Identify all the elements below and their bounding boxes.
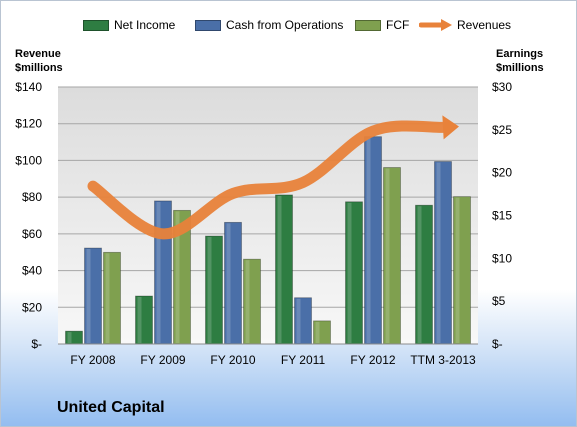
- bars: [65, 136, 471, 345]
- left-tick-label: $60: [22, 227, 42, 241]
- bar-highlight: [207, 237, 212, 343]
- bar-highlight: [417, 206, 422, 343]
- bar-highlight: [156, 201, 161, 343]
- legend-swatch-fcf: [355, 19, 381, 31]
- legend-label-revenues: Revenues: [457, 18, 512, 32]
- bar-highlight: [455, 197, 460, 343]
- legend-swatch-cash-from-operations: [195, 19, 221, 31]
- company-title: United Capital: [57, 399, 165, 416]
- bar-highlight: [315, 321, 320, 343]
- x-tick-label: FY 2011: [281, 353, 326, 367]
- axis-labels: $- $20 $40 $60 $80 $100 $120 $140 $- $5 $10 $15 $20 $…: [15, 80, 512, 367]
- bar-highlight: [86, 249, 91, 343]
- right-tick-label: $-: [492, 337, 503, 351]
- revenue-line: [87, 120, 449, 240]
- x-tick-label: FY 2009: [140, 353, 185, 367]
- bar-highlight: [137, 297, 142, 343]
- left-tick-label: $-: [31, 337, 42, 351]
- left-tick-label: $120: [15, 117, 42, 131]
- right-tick-label: $25: [492, 123, 512, 137]
- chart-legend: Net Income Cash from Operations FCF Reve…: [1, 15, 576, 35]
- left-axis-title-line1: Revenue: [15, 48, 61, 60]
- revenue-line-layer: [87, 115, 459, 240]
- legend-swatch-net-income: [83, 19, 109, 31]
- bar-highlight: [436, 162, 441, 343]
- right-axis-title-line2: $millions: [496, 62, 544, 74]
- right-tick-label: $5: [492, 294, 506, 308]
- right-tick-label: $30: [492, 80, 512, 94]
- bar-highlight: [296, 298, 301, 343]
- left-tick-label: $40: [22, 264, 42, 278]
- bar-highlight: [277, 195, 282, 343]
- legend-label-fcf: FCF: [386, 18, 410, 32]
- bar-highlight: [385, 168, 390, 343]
- left-axis-title: Revenue $millions: [15, 47, 63, 75]
- left-tick-label: $140: [15, 80, 42, 94]
- bar-highlight: [366, 137, 371, 343]
- left-tick-label: $80: [22, 190, 42, 204]
- legend-item-cash-from-operations: Cash from Operations: [195, 18, 343, 32]
- bar-highlight: [67, 332, 72, 343]
- left-tick-label: $100: [15, 153, 42, 167]
- chart-svg: $- $20 $40 $60 $80 $100 $120 $140 $- $5 $10 $15 $20 $…: [15, 80, 512, 367]
- legend-label-net-income: Net Income: [114, 18, 176, 32]
- x-tick-label: FY 2012: [350, 353, 395, 367]
- right-axis-title-line1: Earnings: [496, 48, 544, 60]
- legend-arrow-icon: [419, 19, 452, 31]
- bar-highlight: [226, 223, 231, 343]
- x-tick-label: TTM 3-2013: [410, 353, 476, 367]
- legend-label-cash-from-operations: Cash from Operations: [226, 18, 344, 32]
- bar-highlight: [175, 211, 180, 343]
- x-tick-label: FY 2010: [210, 353, 255, 367]
- legend-item-revenues: Revenues: [419, 18, 511, 32]
- legend-item-net-income: Net Income: [83, 18, 175, 32]
- right-tick-label: $10: [492, 251, 512, 265]
- right-axis-title: Earnings $millions: [496, 47, 544, 75]
- bar-highlight: [245, 260, 250, 343]
- left-tick-label: $20: [22, 300, 42, 314]
- left-axis-title-line2: $millions: [15, 62, 63, 74]
- right-tick-label: $15: [492, 209, 512, 223]
- revenue-arrowhead: [442, 115, 459, 140]
- x-tick-label: FY 2008: [70, 353, 115, 367]
- bar-highlight: [105, 253, 110, 343]
- right-tick-label: $20: [492, 166, 512, 180]
- legend-item-fcf: FCF: [355, 18, 409, 32]
- bar-highlight: [347, 202, 352, 343]
